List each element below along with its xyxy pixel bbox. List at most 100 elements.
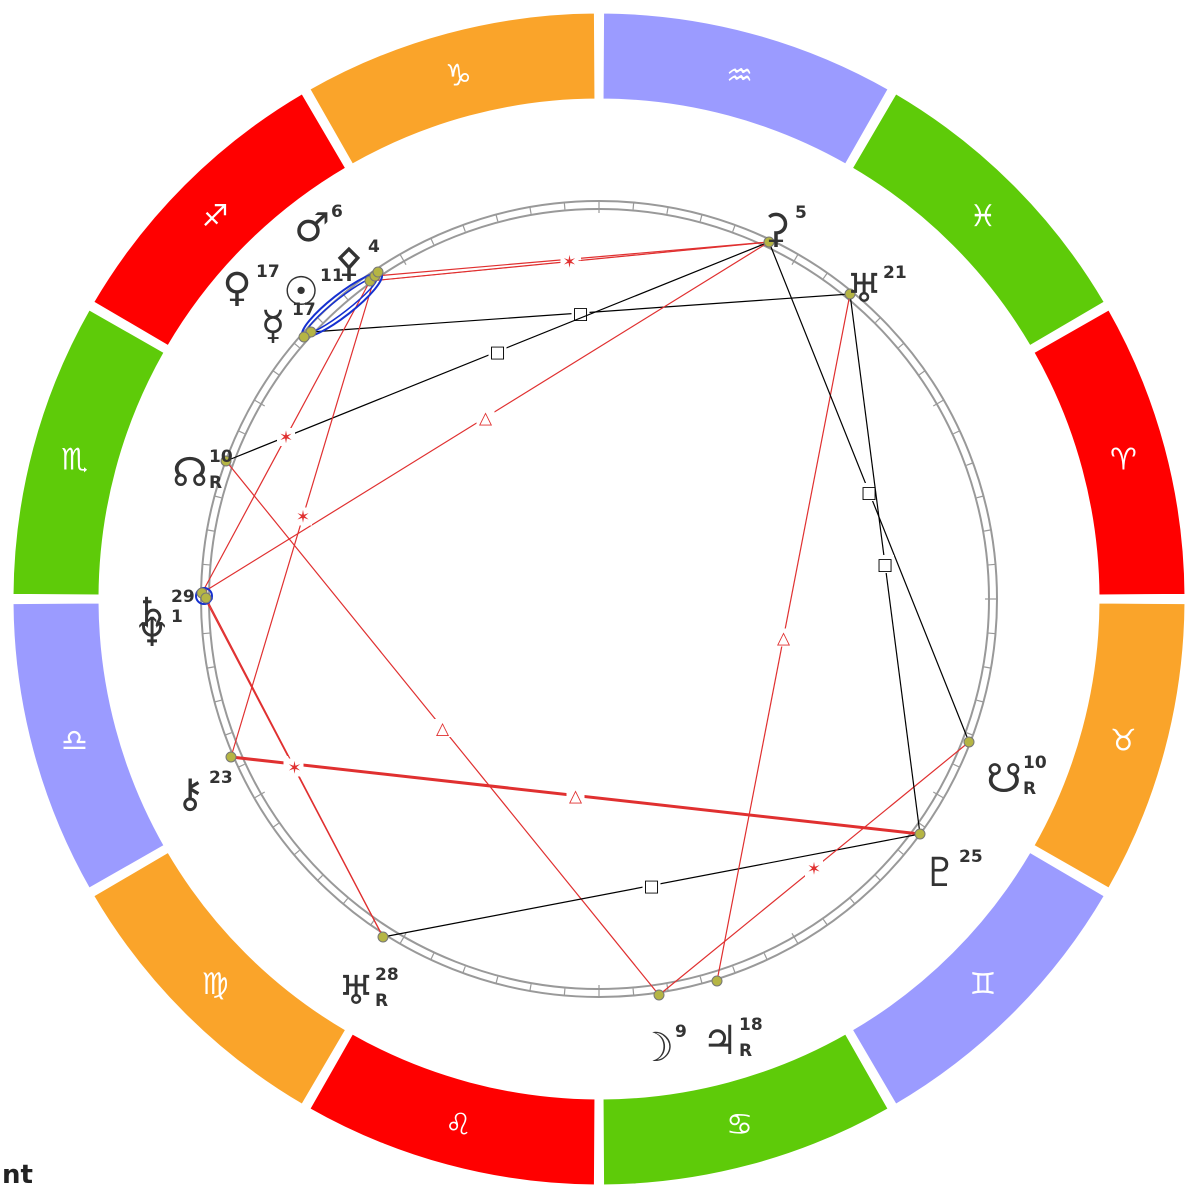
cancer-sign-icon: ♋ — [726, 1107, 753, 1142]
degree-tick — [202, 563, 210, 566]
aries-sign-icon: ♈ — [1110, 442, 1137, 477]
degree-tick — [976, 699, 984, 703]
aspect-marker-bg — [476, 408, 495, 427]
mercury-degree: 17 — [292, 300, 316, 320]
square-aspect-icon: □ — [877, 555, 893, 575]
moon-icon: ☽ — [638, 1025, 674, 1071]
sextile-aspect-icon: ✶ — [296, 508, 310, 528]
aspect-marker-bg — [560, 252, 579, 271]
pisces-sign-icon: ♓ — [970, 199, 997, 234]
degree-tick — [430, 238, 435, 245]
degree-tick — [254, 399, 266, 407]
degree-tick — [932, 399, 944, 407]
degree-tick — [317, 317, 323, 323]
jupiter-retrograde: R — [739, 1041, 752, 1061]
trine-aspect-icon: △ — [569, 787, 583, 807]
degree-tick — [342, 898, 349, 905]
degree-tick — [495, 976, 499, 984]
libra-sign-icon: ♎ — [61, 724, 88, 759]
neptune-degree: 1 — [171, 607, 183, 627]
uranus-icon: ♅ — [338, 968, 374, 1014]
degree-tick — [918, 370, 926, 376]
aspect-marker-bg — [277, 428, 295, 446]
jupiter-point — [711, 975, 723, 987]
south-node-degree: 10 — [1023, 753, 1047, 773]
degree-tick — [699, 976, 703, 984]
inner-degree-circle — [208, 208, 990, 990]
mercury-icon: ☿ — [261, 303, 286, 349]
south-node-point — [963, 736, 975, 748]
degree-tick — [732, 966, 736, 974]
degree-tick — [976, 495, 984, 499]
zodiac-sector-aquarius — [600, 10, 892, 168]
chiron-point — [225, 751, 237, 763]
capricorn-sign-icon: ♑ — [445, 59, 472, 94]
degree-tick — [966, 732, 974, 736]
degree-tick — [317, 875, 323, 881]
north-node-retrograde: R — [209, 473, 222, 493]
degree-tick — [983, 529, 992, 532]
virgo-sign-icon: ♍ — [202, 967, 229, 1002]
degree-tick — [293, 342, 300, 349]
jupiter-degree: 18 — [739, 1015, 763, 1035]
degree-tick — [875, 317, 881, 323]
aspect-marker-bg — [642, 876, 661, 895]
aspect-marker-bg — [566, 786, 585, 805]
degree-tick — [529, 983, 532, 992]
zodiac-sector-taurus — [1030, 600, 1188, 892]
degree-tick — [898, 849, 905, 856]
degree-tick — [563, 202, 566, 210]
degree-tick — [763, 953, 768, 960]
degree-tick — [206, 666, 215, 669]
neptune-alt-degree: 21 — [883, 263, 907, 283]
pluto-degree: 25 — [959, 847, 983, 867]
sextile-aspect-icon: ✶ — [562, 253, 576, 273]
degree-tick — [632, 988, 635, 996]
chiron-degree: 23 — [209, 768, 233, 788]
degree-tick — [966, 462, 974, 466]
degree-tick — [529, 206, 532, 215]
degree-tick — [214, 699, 222, 703]
zodiac-sector-sagittarius — [90, 90, 349, 349]
degree-tick — [202, 632, 210, 635]
aspect-marker-bg — [571, 304, 590, 322]
degree-tick — [822, 272, 828, 280]
zodiac-sector-libra — [10, 600, 168, 892]
degree-tick — [822, 918, 828, 926]
degree-tick — [791, 254, 799, 266]
scorpio-sign-icon: ♏ — [61, 442, 88, 477]
zodiac-sector-gemini — [849, 849, 1108, 1108]
sextile-aspect-icon: ✶ — [279, 428, 293, 448]
degree-tick — [495, 214, 499, 222]
aquarius-sign-icon: ♒ — [726, 59, 753, 94]
degree-tick — [254, 791, 266, 799]
degree-tick — [563, 988, 566, 996]
neptune-icon: ♆ — [134, 610, 170, 656]
aspect-marker-bg — [860, 483, 878, 501]
zodiac-sector-scorpio — [10, 306, 168, 598]
zodiac-sector-aries — [1030, 306, 1188, 598]
zodiac-sector-cancer — [600, 1030, 892, 1188]
venus-degree: 17 — [256, 262, 280, 282]
chiron-icon: ⚷ — [175, 771, 204, 817]
ceres-icon: ⚳ — [761, 206, 790, 252]
zodiac-sector-leo — [306, 1030, 598, 1188]
degree-tick — [272, 370, 280, 376]
trine-aspect-icon: △ — [777, 629, 791, 649]
saturn-icon: ♄ — [134, 590, 170, 636]
uranus-retrograde: R — [375, 991, 388, 1011]
degree-tick — [399, 932, 407, 944]
corner-label: nt — [2, 1160, 33, 1190]
degree-tick — [988, 632, 996, 635]
square-aspect-icon: □ — [489, 343, 505, 363]
gemini-sign-icon: ♊ — [970, 967, 997, 1002]
degree-tick — [983, 666, 992, 669]
uranus-point — [377, 931, 389, 943]
neptune-point — [200, 592, 212, 604]
north-node-icon: ☊ — [172, 450, 208, 496]
sextile-aspect-icon: ✶ — [287, 759, 301, 779]
jupiter-icon: ♃ — [702, 1018, 738, 1064]
aspect-marker-bg — [285, 758, 304, 777]
mars-degree: 6 — [331, 202, 343, 222]
degree-tick — [272, 822, 280, 828]
